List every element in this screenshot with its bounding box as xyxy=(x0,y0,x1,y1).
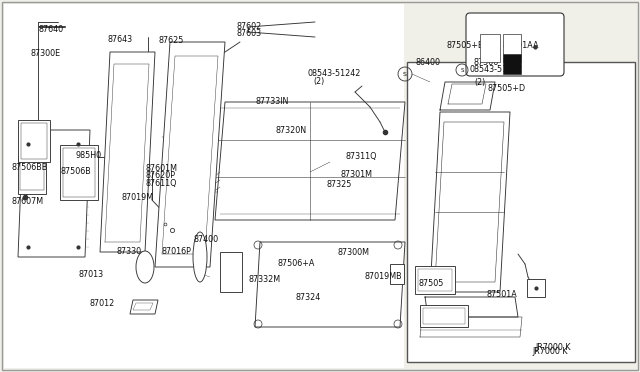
Text: 87324: 87324 xyxy=(296,293,321,302)
Text: 87607M: 87607M xyxy=(12,197,44,206)
Bar xyxy=(503,54,521,74)
Bar xyxy=(4,4,404,368)
Text: 87330: 87330 xyxy=(116,247,141,256)
Bar xyxy=(390,264,404,284)
Bar xyxy=(404,4,636,368)
Text: 87640: 87640 xyxy=(38,25,63,34)
Bar xyxy=(527,279,545,297)
Text: 87501AA: 87501AA xyxy=(502,41,539,50)
Text: 87603: 87603 xyxy=(237,29,262,38)
Bar xyxy=(418,269,452,291)
Text: 87012: 87012 xyxy=(90,299,115,308)
Bar xyxy=(503,34,521,62)
Text: JR7000 K: JR7000 K xyxy=(532,347,568,356)
Polygon shape xyxy=(130,300,158,314)
Bar xyxy=(415,266,455,294)
Ellipse shape xyxy=(136,251,154,283)
Text: 87013: 87013 xyxy=(78,270,103,279)
Text: 87625: 87625 xyxy=(159,36,184,45)
Text: 87643: 87643 xyxy=(108,35,132,44)
Text: 87332M: 87332M xyxy=(248,275,280,284)
Ellipse shape xyxy=(193,232,207,282)
Text: 87505+B: 87505+B xyxy=(447,41,484,50)
Text: S: S xyxy=(460,67,464,73)
Text: (2): (2) xyxy=(474,77,485,87)
Polygon shape xyxy=(155,42,225,267)
Text: 87506B: 87506B xyxy=(61,167,92,176)
Bar xyxy=(60,145,98,200)
Bar xyxy=(18,156,46,194)
Text: 87311Q: 87311Q xyxy=(346,152,377,161)
Polygon shape xyxy=(18,130,90,257)
Text: 87320N: 87320N xyxy=(275,126,307,135)
Bar xyxy=(63,148,95,197)
Text: 87019MB: 87019MB xyxy=(365,272,403,280)
Polygon shape xyxy=(133,303,153,310)
Text: 87016P: 87016P xyxy=(161,247,191,256)
Text: 87300M: 87300M xyxy=(337,248,369,257)
Text: 87506: 87506 xyxy=(474,58,499,67)
Text: 87501A: 87501A xyxy=(486,290,517,299)
Polygon shape xyxy=(100,52,155,252)
Text: JR7000 K: JR7000 K xyxy=(535,343,570,352)
Bar xyxy=(407,62,635,362)
Text: 87505+D: 87505+D xyxy=(488,84,526,93)
Bar xyxy=(480,34,500,62)
Polygon shape xyxy=(215,102,405,220)
Bar xyxy=(18,120,50,162)
Polygon shape xyxy=(255,242,405,327)
Text: 87601M: 87601M xyxy=(146,164,178,173)
Text: 87505: 87505 xyxy=(419,279,444,288)
Text: 87733IN: 87733IN xyxy=(256,97,289,106)
FancyBboxPatch shape xyxy=(466,13,564,76)
Text: 985H0: 985H0 xyxy=(76,151,102,160)
Text: 08543-51242: 08543-51242 xyxy=(470,65,524,74)
Text: 86400: 86400 xyxy=(416,58,441,67)
Text: S: S xyxy=(403,71,407,77)
Text: 87300E: 87300E xyxy=(31,49,61,58)
Text: 87602: 87602 xyxy=(237,22,262,31)
Bar xyxy=(420,305,468,327)
Text: 87611Q: 87611Q xyxy=(146,179,177,187)
Text: 87301M: 87301M xyxy=(340,170,372,179)
Text: 87620P: 87620P xyxy=(146,171,176,180)
Bar xyxy=(423,308,465,324)
Text: 87019M: 87019M xyxy=(122,193,154,202)
Text: 87506BB: 87506BB xyxy=(12,163,48,172)
Text: (2): (2) xyxy=(314,77,325,86)
Text: 87325: 87325 xyxy=(326,180,352,189)
Text: 08543-51242: 08543-51242 xyxy=(308,69,361,78)
Bar xyxy=(220,252,242,292)
Text: 87506+A: 87506+A xyxy=(277,259,314,268)
Text: 87400: 87400 xyxy=(194,235,219,244)
Bar xyxy=(20,160,44,190)
Bar xyxy=(21,123,47,159)
